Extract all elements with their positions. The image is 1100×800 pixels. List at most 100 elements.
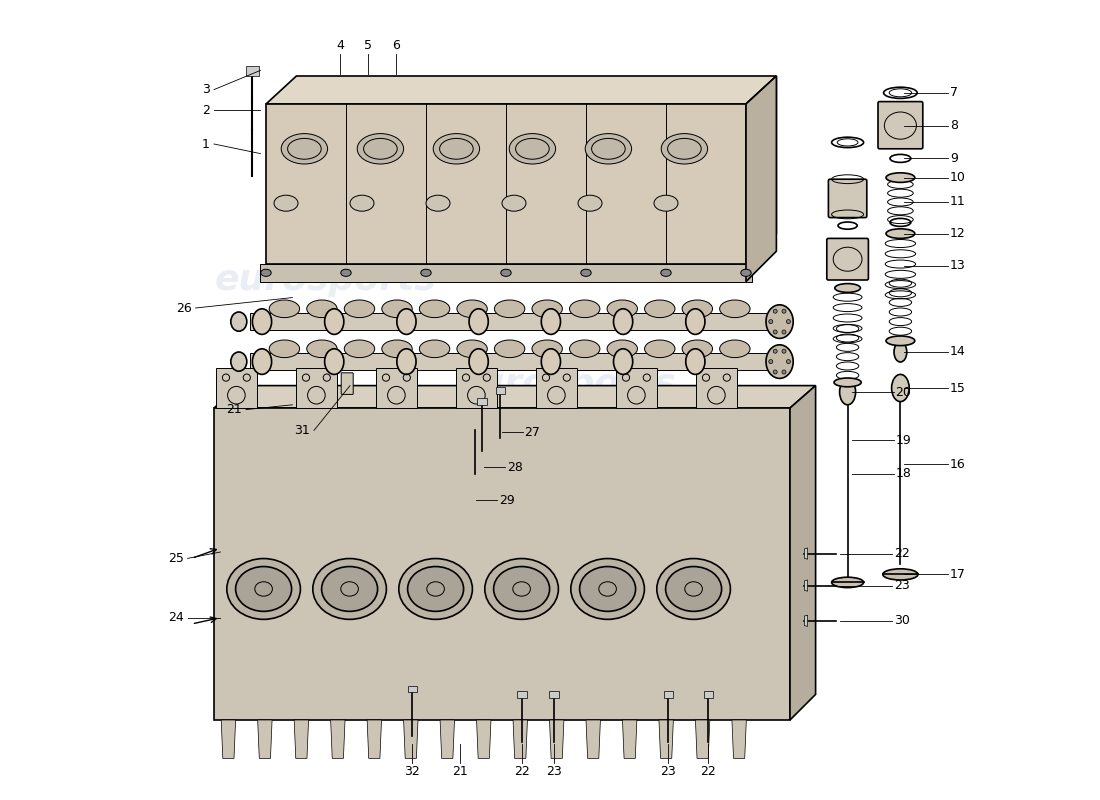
- Polygon shape: [260, 264, 752, 282]
- Polygon shape: [732, 720, 746, 758]
- Text: 24: 24: [168, 611, 184, 624]
- Ellipse shape: [321, 566, 377, 611]
- Ellipse shape: [469, 349, 488, 374]
- Text: 12: 12: [950, 227, 966, 240]
- Ellipse shape: [782, 330, 786, 334]
- Ellipse shape: [419, 340, 450, 358]
- Text: 15: 15: [950, 382, 966, 394]
- Ellipse shape: [773, 350, 778, 354]
- Polygon shape: [266, 76, 777, 104]
- Polygon shape: [257, 720, 272, 758]
- Text: 14: 14: [950, 346, 966, 358]
- Ellipse shape: [235, 566, 292, 611]
- Polygon shape: [695, 720, 710, 758]
- Polygon shape: [804, 615, 807, 626]
- Ellipse shape: [282, 134, 328, 164]
- Polygon shape: [214, 408, 790, 720]
- Polygon shape: [375, 368, 417, 408]
- Ellipse shape: [886, 173, 915, 182]
- Ellipse shape: [358, 134, 404, 164]
- Polygon shape: [250, 313, 770, 330]
- Ellipse shape: [645, 340, 675, 358]
- Ellipse shape: [766, 305, 793, 338]
- Text: 19: 19: [895, 434, 911, 446]
- Text: 21: 21: [227, 403, 242, 416]
- Ellipse shape: [894, 342, 906, 362]
- Ellipse shape: [494, 300, 525, 318]
- Ellipse shape: [773, 330, 778, 334]
- Text: 23: 23: [546, 765, 562, 778]
- Text: 26: 26: [176, 302, 191, 314]
- Polygon shape: [331, 720, 345, 758]
- Ellipse shape: [426, 195, 450, 211]
- Ellipse shape: [344, 300, 375, 318]
- Ellipse shape: [227, 558, 300, 619]
- Polygon shape: [440, 720, 454, 758]
- Text: 23: 23: [894, 579, 910, 592]
- FancyBboxPatch shape: [827, 238, 868, 280]
- Ellipse shape: [350, 195, 374, 211]
- Polygon shape: [517, 691, 527, 698]
- Text: eurosports: eurosports: [455, 367, 676, 401]
- Ellipse shape: [666, 566, 722, 611]
- Polygon shape: [250, 353, 770, 370]
- Ellipse shape: [324, 309, 344, 334]
- Text: 18: 18: [895, 467, 912, 480]
- Ellipse shape: [261, 269, 272, 276]
- Ellipse shape: [494, 566, 550, 611]
- Ellipse shape: [769, 359, 773, 363]
- Ellipse shape: [719, 340, 750, 358]
- Ellipse shape: [570, 300, 600, 318]
- Polygon shape: [214, 386, 815, 408]
- Ellipse shape: [341, 269, 351, 276]
- FancyBboxPatch shape: [878, 102, 923, 149]
- Ellipse shape: [408, 566, 463, 611]
- Text: 1: 1: [202, 138, 210, 150]
- Ellipse shape: [312, 558, 386, 619]
- Ellipse shape: [883, 569, 918, 580]
- Ellipse shape: [399, 558, 472, 619]
- Ellipse shape: [419, 300, 450, 318]
- Text: 8: 8: [950, 119, 958, 132]
- Ellipse shape: [773, 310, 778, 314]
- Text: 4: 4: [337, 39, 344, 52]
- Ellipse shape: [614, 309, 632, 334]
- FancyBboxPatch shape: [828, 179, 867, 218]
- Ellipse shape: [892, 374, 910, 402]
- Ellipse shape: [786, 359, 791, 363]
- Polygon shape: [746, 76, 777, 282]
- Ellipse shape: [786, 319, 791, 323]
- Text: 6: 6: [393, 39, 400, 52]
- Polygon shape: [536, 368, 578, 408]
- Ellipse shape: [571, 558, 645, 619]
- Ellipse shape: [839, 379, 856, 405]
- Text: 31: 31: [295, 424, 310, 437]
- Polygon shape: [659, 720, 673, 758]
- Text: 32: 32: [405, 765, 420, 778]
- Ellipse shape: [782, 350, 786, 354]
- Ellipse shape: [485, 558, 559, 619]
- Polygon shape: [616, 368, 657, 408]
- Text: 11: 11: [950, 195, 966, 208]
- Text: 29: 29: [498, 494, 515, 506]
- Text: 20: 20: [895, 386, 912, 398]
- Text: 28: 28: [507, 461, 522, 474]
- Ellipse shape: [382, 340, 412, 358]
- Polygon shape: [513, 720, 527, 758]
- Ellipse shape: [769, 319, 773, 323]
- Polygon shape: [408, 686, 417, 692]
- Ellipse shape: [270, 300, 299, 318]
- Text: 2: 2: [202, 104, 210, 117]
- Polygon shape: [586, 720, 601, 758]
- Polygon shape: [623, 720, 637, 758]
- Ellipse shape: [782, 310, 786, 314]
- Ellipse shape: [502, 195, 526, 211]
- Ellipse shape: [344, 340, 375, 358]
- Ellipse shape: [581, 269, 591, 276]
- Ellipse shape: [685, 349, 705, 374]
- Ellipse shape: [580, 566, 636, 611]
- FancyBboxPatch shape: [341, 373, 353, 394]
- Polygon shape: [477, 398, 487, 405]
- Ellipse shape: [274, 195, 298, 211]
- Ellipse shape: [382, 300, 412, 318]
